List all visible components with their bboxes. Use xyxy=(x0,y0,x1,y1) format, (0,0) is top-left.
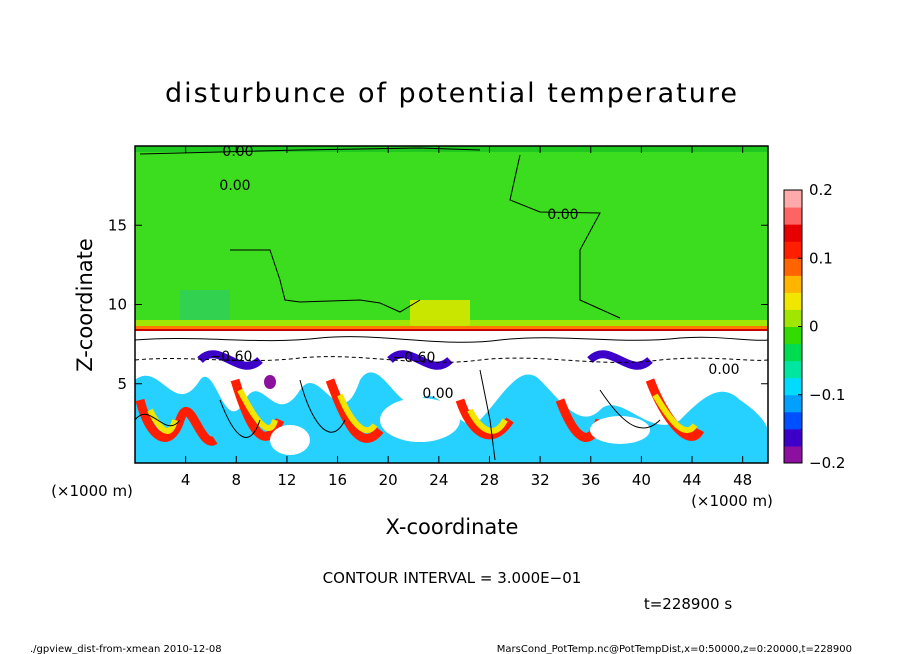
x-tick-label: 12 xyxy=(277,471,296,489)
z-axis: 5 10 15 xyxy=(108,216,768,393)
contour-label: 0.00 xyxy=(422,386,453,402)
z-tick-label: 5 xyxy=(117,375,127,393)
contour-label: 0.00 xyxy=(222,144,253,160)
x-tick-label: 20 xyxy=(379,471,398,489)
z-tick-label: 10 xyxy=(108,296,127,314)
neutral-region xyxy=(380,398,460,442)
footer-right: MarsCond_PotTemp.nc@PotTempDist,x=0:5000… xyxy=(497,644,852,654)
inversion-band-orange xyxy=(135,326,768,329)
neutral-region xyxy=(590,416,650,444)
colorbar xyxy=(784,190,802,464)
contour-interval-note: CONTOUR INTERVAL = 3.000E−01 xyxy=(323,569,582,587)
x-tick-label: 32 xyxy=(531,471,550,489)
chart-title: disturbunce of potential temperature xyxy=(165,78,739,109)
contour-label: −0.60 xyxy=(393,350,436,366)
colorbar-swatch xyxy=(784,241,802,259)
x-tick-label: 36 xyxy=(581,471,600,489)
colorbar-swatch xyxy=(784,292,802,310)
colorbar-swatch xyxy=(784,343,802,362)
colorbar-swatch xyxy=(784,394,802,413)
contour-line xyxy=(135,336,768,343)
x-tick-label: 8 xyxy=(232,471,242,489)
colorbar-tick-label: 0.2 xyxy=(809,181,833,199)
colorbar-swatch xyxy=(784,309,802,327)
contour-label: 0.00 xyxy=(708,362,739,378)
x-tick-label: 28 xyxy=(480,471,499,489)
colorbar-swatch xyxy=(784,190,802,208)
warm-patch xyxy=(410,300,470,326)
contour-label: 0.00 xyxy=(547,207,578,223)
cool-patch xyxy=(180,290,230,320)
colorbar-swatch xyxy=(784,207,802,225)
time-stamp: t=228900 s xyxy=(644,595,732,613)
colorbar-swatch xyxy=(784,445,802,464)
upper-field-region xyxy=(135,146,768,326)
inversion-band-red xyxy=(135,329,768,331)
warm-plume-cores xyxy=(135,378,705,446)
colorbar-tick-label: −0.1 xyxy=(809,386,845,404)
colorbar-tick-label: −0.2 xyxy=(809,454,845,472)
colorbar-swatch xyxy=(784,326,802,345)
x-axis-label: X-coordinate xyxy=(386,515,519,539)
colorbar-swatch xyxy=(784,428,802,447)
z-tick-label: 15 xyxy=(108,216,127,234)
x-tick-label: 48 xyxy=(733,471,752,489)
z-axis-label: Z-coordinate xyxy=(73,238,97,372)
colorbar-swatch xyxy=(784,377,802,396)
cold-plume-cores xyxy=(197,350,653,370)
potential-temperature-field xyxy=(135,146,768,463)
x-tick-label: 16 xyxy=(328,471,347,489)
colorbar-tick-label: 0.1 xyxy=(809,249,833,267)
x-axis: 4 8 12 16 20 24 28 32 36 40 44 48 xyxy=(181,146,752,489)
footer-left: ./gpview_dist-from-xmean 2010-12-08 xyxy=(30,644,222,654)
x-tick-label: 4 xyxy=(181,471,191,489)
contour-lines-lower xyxy=(135,369,661,461)
x-tick-label: 44 xyxy=(682,471,701,489)
colorbar-swatch xyxy=(784,275,802,293)
contour-line-dashed xyxy=(135,356,768,363)
colorbar-tick-label: 0 xyxy=(809,318,819,336)
x-tick-label: 24 xyxy=(429,471,448,489)
contour-lines-upper xyxy=(139,147,621,319)
colorbar-swatch xyxy=(784,224,802,242)
x-tick-label: 40 xyxy=(632,471,651,489)
warm-plume-edges xyxy=(147,388,698,434)
x-unit-left: (×1000 m) xyxy=(51,482,133,500)
contour-labels: 0.00 0.00 0.00 −0.60 −0.60 0.00 0.00 xyxy=(210,144,740,402)
colorbar-ticks: 0.2 0.1 0 −0.1 −0.2 xyxy=(798,181,845,472)
contour-label: 0.00 xyxy=(219,178,250,194)
cold-spot xyxy=(264,375,276,389)
contour-label: −0.60 xyxy=(210,349,253,365)
colorbar-swatch xyxy=(784,360,802,379)
colorbar-swatch xyxy=(784,411,802,430)
colorbar-swatch xyxy=(784,258,802,276)
x-unit-right: (×1000 m) xyxy=(691,492,773,510)
neutral-region xyxy=(270,425,310,455)
